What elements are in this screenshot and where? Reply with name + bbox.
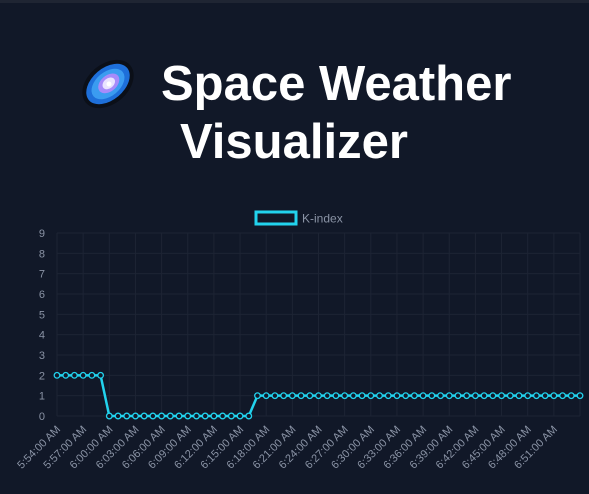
data-point (489, 392, 497, 400)
data-point (53, 371, 61, 379)
data-point (576, 392, 584, 400)
data-point (149, 412, 157, 420)
data-point (245, 412, 253, 420)
page-title-line-1: Space Weather (161, 57, 512, 111)
data-point (463, 392, 471, 400)
data-point (315, 392, 322, 400)
data-point (541, 392, 549, 400)
data-point (97, 371, 105, 379)
data-point (236, 412, 244, 420)
data-point (280, 392, 288, 400)
data-point (210, 412, 218, 420)
series-k-index (53, 371, 584, 420)
data-point (498, 392, 505, 400)
data-point (193, 412, 200, 420)
k-index-chart: 0 1 2 3 4 5 6 7 8 9 5:54:00 AM5:57:00 AM6:00:00 A… (15, 210, 584, 472)
data-point (306, 392, 314, 400)
data-point (88, 371, 96, 379)
data-point (410, 392, 418, 400)
page-header: Space Weather Visualizer (0, 48, 589, 178)
y-tick-label: 5 (39, 309, 45, 321)
data-point (358, 392, 366, 400)
data-point (471, 392, 479, 400)
data-point (515, 392, 523, 400)
data-point (254, 392, 261, 400)
data-point (376, 392, 383, 400)
data-point (175, 412, 183, 420)
data-point (184, 412, 192, 420)
data-point (550, 392, 558, 400)
data-point (506, 392, 514, 400)
data-point (437, 392, 444, 400)
page-title-line-2: Visualizer (180, 115, 408, 169)
data-point (480, 392, 488, 400)
data-point (428, 392, 436, 400)
data-point (262, 392, 270, 400)
data-point (323, 392, 331, 400)
data-point (70, 371, 78, 379)
data-point (140, 412, 148, 420)
y-tick-label: 2 (39, 370, 45, 382)
data-point (454, 392, 462, 400)
data-point (201, 412, 209, 420)
data-point (559, 392, 567, 400)
chart-legend[interactable]: K-index (254, 210, 343, 226)
data-point (524, 392, 532, 400)
data-point (271, 392, 279, 400)
data-point (384, 392, 392, 400)
data-point (79, 371, 87, 379)
data-point (62, 371, 70, 379)
data-point (367, 392, 375, 400)
y-axis-ticks: 0 1 2 3 4 5 6 7 8 9 (39, 228, 45, 423)
top-border (0, 0, 589, 3)
x-axis-ticks: 5:54:00 AM5:57:00 AM6:00:00 AM6:03:00 AM… (15, 424, 560, 472)
data-point (349, 392, 357, 400)
data-point (114, 412, 122, 420)
y-tick-label: 4 (39, 330, 45, 342)
y-tick-label: 8 (39, 248, 45, 260)
data-point (341, 392, 349, 400)
y-tick-label: 3 (39, 350, 45, 362)
data-point (567, 392, 575, 400)
data-point (288, 392, 296, 400)
data-point (105, 412, 113, 420)
data-point (393, 392, 401, 400)
data-point (532, 392, 540, 400)
data-point (131, 412, 139, 420)
legend-swatch-k-index (254, 210, 298, 226)
data-point (332, 392, 340, 400)
chart-grid (56, 232, 581, 417)
data-point (297, 392, 305, 400)
y-tick-label: 1 (39, 391, 45, 403)
y-tick-label: 0 (39, 411, 45, 423)
y-tick-label: 6 (39, 289, 45, 301)
data-point (219, 412, 227, 420)
y-tick-label: 7 (39, 269, 45, 281)
data-point (402, 392, 410, 400)
legend-label-k-index: K-index (302, 212, 343, 226)
data-point (227, 412, 235, 420)
data-point (158, 412, 166, 420)
data-point (419, 392, 427, 400)
galaxy-icon (82, 59, 134, 109)
y-tick-label: 9 (39, 228, 45, 240)
data-point (166, 412, 174, 420)
data-point (445, 392, 453, 400)
data-point (123, 412, 131, 420)
